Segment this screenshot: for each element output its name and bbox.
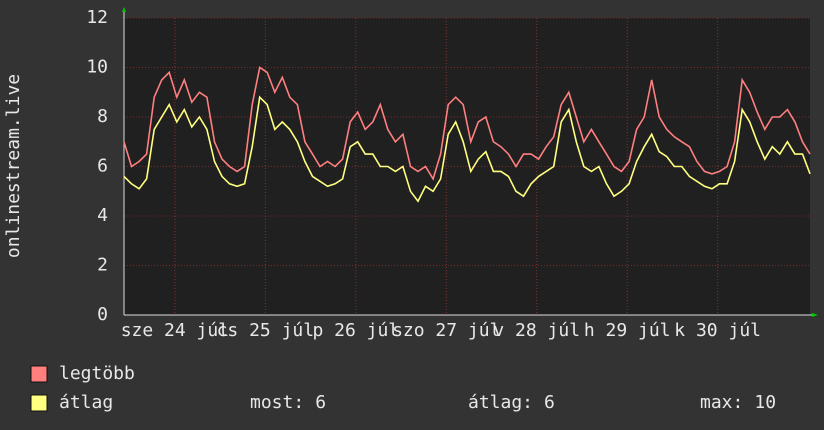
x-tick-label: k 30 júl <box>674 320 761 341</box>
stat-label: most: <box>250 392 304 413</box>
stat-label: max: <box>700 392 743 413</box>
y-arrow <box>122 7 126 12</box>
stat: most: 6 <box>250 392 326 413</box>
stat-value: 6 <box>315 392 326 413</box>
legend-label: legtöbb <box>59 363 135 384</box>
y-tick-label: 6 <box>97 156 108 177</box>
y-tick-label: 8 <box>97 106 108 127</box>
y-tick-label: 12 <box>86 7 108 28</box>
legend-swatch <box>30 365 48 383</box>
stat: max: 10 <box>700 392 776 413</box>
stat-value: 10 <box>754 392 776 413</box>
legend-swatch <box>30 394 48 412</box>
y-axis-label: onlinestream.live <box>3 74 24 258</box>
x-tick-label: h 29 júl <box>584 320 671 341</box>
x-tick-label: p 26 júl <box>312 320 399 341</box>
stat: átlag: 6 <box>468 392 555 413</box>
y-tick-label: 4 <box>97 205 108 226</box>
y-tick-label: 10 <box>86 57 108 78</box>
x-tick-label: sze 24 júl <box>121 320 229 341</box>
x-tick-label: cs 25 júl <box>217 320 315 341</box>
y-tick-label: 0 <box>97 304 108 325</box>
legend-label: átlag <box>59 392 113 413</box>
x-tick-label: v 28 júl <box>493 320 580 341</box>
stat-value: 6 <box>544 392 555 413</box>
y-tick-label: 2 <box>97 255 108 276</box>
stat-label: átlag: <box>468 392 533 413</box>
x-arrow <box>812 313 818 317</box>
x-tick-label: szo 27 júl <box>392 320 500 341</box>
series-line <box>123 95 811 203</box>
series-line <box>123 66 811 181</box>
